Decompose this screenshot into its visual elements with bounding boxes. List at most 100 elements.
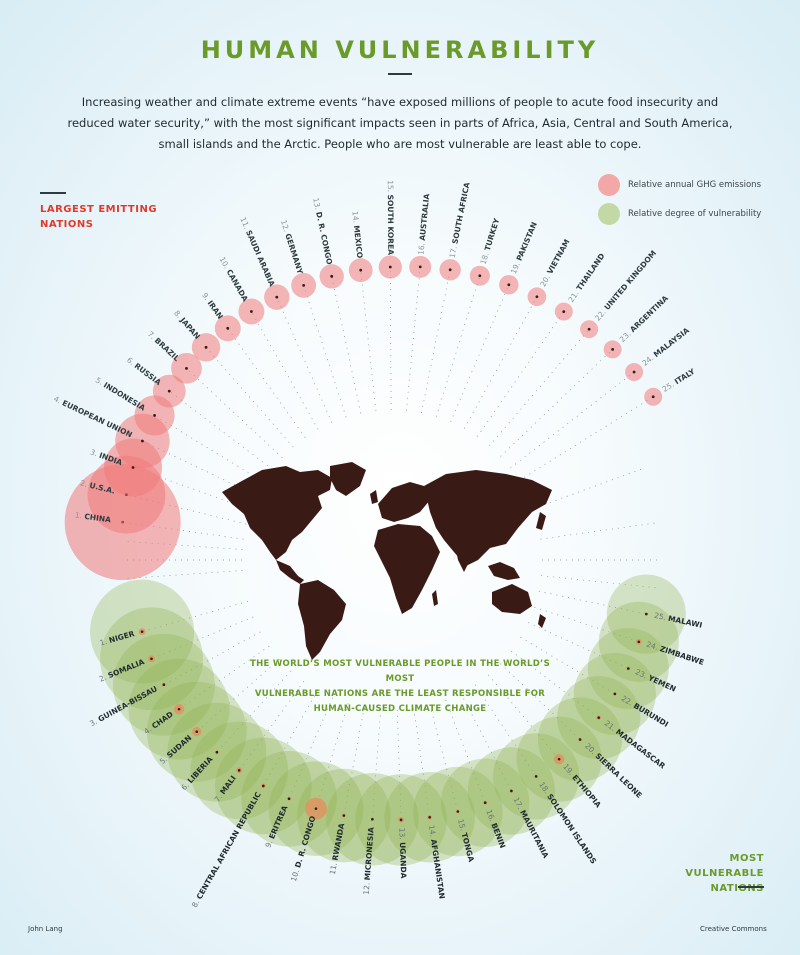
emitters-rule — [40, 192, 66, 194]
emission-dot-22 — [587, 327, 591, 331]
emitter-name-15: SOUTH KOREA — [386, 195, 395, 256]
emitter-label-13: 13. D. R. CONGO — [311, 197, 334, 265]
emitter-rank-4: 4. — [52, 394, 64, 406]
map-greenland — [330, 462, 366, 496]
map-europe — [378, 482, 430, 522]
vulnerable-dot-6 — [215, 750, 219, 754]
emitter-name-11: SAUDI ARABIA — [244, 229, 277, 288]
emitter-name-6: RUSSIA — [133, 361, 163, 387]
vulnerable-dot-15 — [456, 810, 460, 813]
spoke-vulnerable-2 — [151, 616, 254, 660]
vulnerable-label-13: 13. UGANDA — [397, 828, 408, 879]
intro-text: Increasing weather and climate extreme e… — [67, 95, 733, 151]
emitter-label-15: 15. SOUTH KOREA — [386, 180, 395, 255]
emission-dot-13 — [330, 274, 334, 278]
spoke-emitter-14 — [360, 270, 377, 411]
spoke-vulnerable-10 — [315, 703, 349, 809]
vulnerable-rank-15: 15. — [456, 818, 468, 834]
spoke-emitter-24 — [510, 371, 635, 469]
spoke-emitter-9 — [227, 328, 306, 438]
emitter-rank-1: 1. — [74, 510, 85, 520]
vulnerable-dot-4 — [177, 707, 181, 711]
spoke-emitter-22 — [489, 328, 590, 447]
emission-dot-16 — [418, 265, 422, 269]
spoke-emitter-19 — [450, 284, 510, 423]
vulnerable-rule — [738, 886, 764, 888]
emitter-name-9: IRAN — [206, 299, 225, 321]
spoke-vulnerable-15 — [429, 705, 459, 812]
emitter-label-7: 7. BRAZIL — [146, 329, 181, 363]
spoke-vulnerable-22 — [520, 636, 616, 695]
emission-dot-6 — [167, 389, 171, 393]
vulnerable-dot-23 — [626, 667, 630, 670]
spoke-vulnerable-1 — [141, 601, 248, 633]
emitter-name-24: MALAYSIA — [652, 326, 691, 359]
vulnerable-name-18: SOLOMON ISLANDS — [545, 792, 598, 865]
spoke-extra-6 — [541, 575, 661, 589]
vulnerable-dot-1 — [140, 630, 144, 633]
vulnerable-rank-11: 11. — [328, 860, 339, 876]
emitter-name-16: AUSTRALIA — [418, 193, 431, 241]
emission-dot-5 — [153, 414, 156, 417]
vulnerable-dot-12 — [371, 817, 374, 821]
emitter-label-1: 1. CHINA — [74, 510, 111, 524]
vulnerable-name-12: MICRONESIA — [363, 827, 376, 881]
emitter-label-16: 16. AUSTRALIA — [416, 193, 431, 255]
spoke-vulnerable-5 — [196, 658, 280, 732]
center-message-line-3: HUMAN-CAUSED CLIMATE CHANGE — [313, 704, 487, 714]
title-rule — [388, 73, 412, 75]
spoke-emitter-25 — [519, 396, 654, 481]
spoke-emitter-15 — [389, 267, 392, 411]
spoke-emitter-7 — [186, 368, 283, 458]
vulnerable-rank-25: 25. — [653, 611, 669, 623]
vulnerable-dot-22 — [613, 692, 617, 696]
vulnerable-dot-13 — [399, 818, 403, 822]
emitter-label-4: 4. EUROPEAN UNION — [52, 394, 134, 439]
vulnerable-dot-25 — [645, 612, 648, 616]
emitter-name-17: SOUTH AFRICA — [450, 181, 471, 244]
emitter-label-25: 25. ITALY — [661, 367, 697, 394]
emission-dot-19 — [507, 283, 511, 287]
emission-dot-9 — [226, 326, 230, 330]
emitter-rank-18: 18. — [479, 249, 492, 265]
author-credit: John Lang — [28, 925, 63, 933]
vulnerable-dot-18 — [534, 775, 538, 778]
legend-vulnerability-label: Relative degree of vulnerability — [628, 209, 762, 219]
vulnerable-rank-1: 1. — [99, 636, 111, 647]
vulnerable-dot-14 — [428, 815, 431, 819]
emitter-rank-2: 2. — [79, 478, 90, 489]
emitter-rank-16: 16. — [416, 240, 426, 255]
emitter-label-18: 18. TURKEY — [479, 217, 502, 266]
emitter-rank-13: 13. — [311, 197, 323, 213]
spoke-vulnerable-7 — [238, 681, 305, 771]
emission-dot-17 — [448, 268, 452, 272]
emission-bubbles — [64, 255, 663, 581]
emission-dot-3 — [131, 466, 135, 469]
spoke-vulnerable-25 — [538, 590, 647, 615]
map-central-america — [276, 560, 304, 584]
map-uk — [370, 490, 378, 504]
legend-vulnerability-swatch — [598, 203, 620, 225]
spoke-emitter-23 — [500, 349, 613, 457]
emitter-label-23: 23. ARGENTINA — [618, 294, 670, 344]
spoke-emitter-12 — [303, 285, 347, 418]
emission-dot-24 — [632, 370, 636, 374]
emitter-label-17: 17. SOUTH AFRICA — [448, 181, 472, 258]
vulnerable-rank-10: 10. — [289, 866, 302, 882]
emitter-rank-5: 5. — [94, 375, 107, 388]
vulnerable-rank-8: 8. — [190, 896, 203, 909]
vulnerable-dot-3 — [162, 683, 166, 687]
vulnerable-rank-13: 13. — [397, 828, 406, 843]
vulnerable-name-13: UGANDA — [398, 842, 408, 879]
vulnerable-dot-5 — [195, 730, 199, 734]
spoke-emitter-1 — [122, 521, 244, 540]
center-message: THE WORLD’S MOST VULNERABLE PEOPLE IN TH… — [240, 657, 560, 717]
vulnerable-emission-dots — [138, 612, 648, 823]
emitters-label-line-1: LARGEST EMITTING — [40, 204, 158, 215]
emitter-label-8: 8. JAPAN — [172, 309, 202, 341]
emitter-label-14: 14. MEXICO — [350, 211, 364, 259]
vulnerable-dot-16 — [483, 801, 487, 805]
center-message-line-2: VULNERABLE NATIONS ARE THE LEAST RESPONS… — [254, 689, 546, 699]
vulnerable-rank-4: 4. — [142, 723, 155, 736]
